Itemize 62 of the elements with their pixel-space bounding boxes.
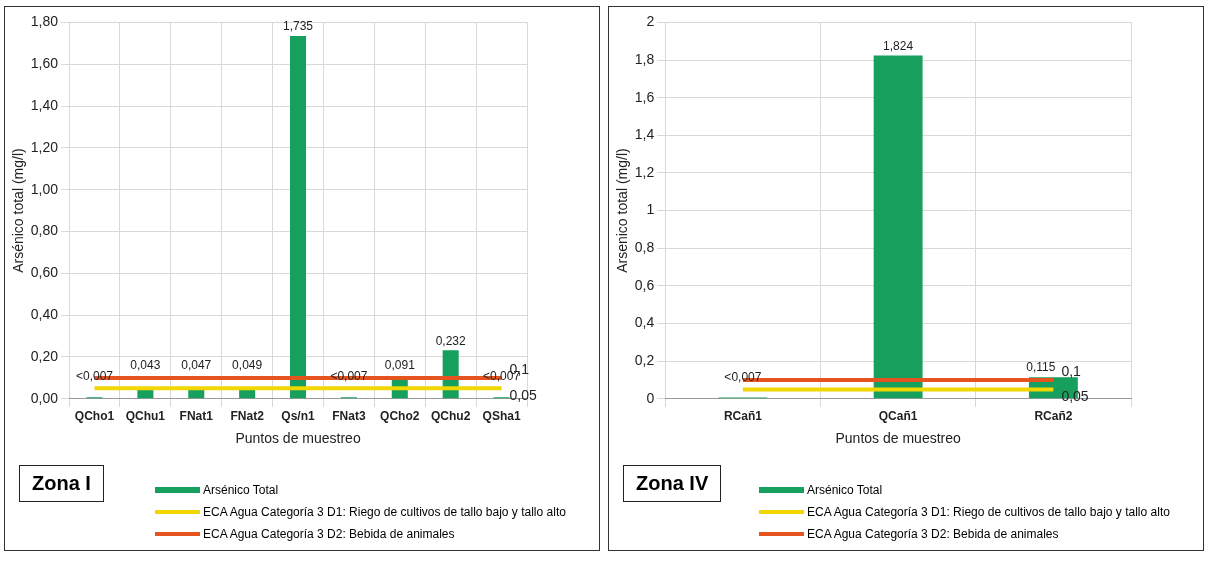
x-tick-label: QSha1 [482,409,521,424]
y-tick-label: 0,6 [634,276,655,293]
data-label: 0,091 [384,358,416,373]
x-tick-label: RCañ1 [723,409,763,424]
y-tick-label: 2 [646,13,655,30]
y-tick-label: 1,6 [634,88,655,105]
y-tick-label: 1,20 [30,138,59,155]
y-axis-title: Arsénico total (mg/l) [10,148,27,273]
x-tick-label: FNat1 [179,409,214,424]
legend-label: ECA Agua Categoría 3 D1: Riego de cultivos de tallo bajo y tallo alto [807,505,1170,519]
y-tick-label: 1,2 [634,163,655,180]
y-tick-label: 1,80 [30,13,59,30]
y-tick-label: 1,8 [634,50,655,67]
x-tick-label: FNat3 [332,409,366,424]
y-tick-label: 0,20 [30,347,59,364]
data-label: 0,232 [435,333,467,348]
legend-label: ECA Agua Categoría 3 D1: Riego de cultivos de tallo bajo y tallo alto [203,505,566,519]
data-label: 0,047 [181,358,212,373]
text: Zona IV [623,465,722,502]
data-label: 1,824 [883,38,914,53]
bar [873,55,923,399]
bar [290,35,307,399]
legend-label: ECA Agua Categoría 3 D2: Bebida de animales [807,527,1059,541]
y-tick-label: 1,40 [30,96,59,113]
y-tick-label: 0,2 [634,352,655,369]
x-tick-label: QChu1 [125,409,166,424]
x-tick-label: QChu2 [431,409,471,424]
x-tick-label: FNat2 [230,409,265,424]
legend-label: Arsénico Total [203,483,279,497]
y-tick-label: 0,80 [30,222,59,239]
data-label: <0,007 [724,369,762,384]
x-tick-label: QCañ1 [878,409,918,424]
y-tick-label: 0,00 [30,389,59,406]
data-label: <0,007 [75,368,114,383]
y-tick-label: 1,60 [30,55,59,72]
data-label: 0,05 [1061,388,1089,405]
x-tick-label: QCho2 [380,409,420,424]
data-label: 0,049 [232,358,263,373]
data-label: <0,007 [330,368,368,383]
x-tick-label: Qs/n1 [281,409,316,424]
x-tick-label: QCho1 [74,409,115,424]
y-tick-label: 0,40 [30,306,59,323]
y-tick-label: 0,60 [30,264,59,281]
data-label: 0,115 [1026,360,1056,375]
data-label: 0,043 [130,358,161,373]
y-axis-title: Arsenico total (mg/l) [614,148,631,273]
y-tick-label: 1 [646,201,655,218]
legend-label: ECA Agua Categoría 3 D2: Bebida de animales [203,527,455,541]
y-tick-label: 1,4 [634,126,655,143]
y-tick-label: 0,8 [634,239,655,256]
bar [137,389,154,399]
legend-label: Arsénico Total [807,483,883,497]
x-tick-label: RCañ2 [1034,409,1073,424]
data-label: 1,735 [283,19,314,34]
data-label: 0,05 [509,387,538,404]
text: Zona I [19,465,104,502]
y-tick-label: 0 [646,389,655,406]
x-axis-title: Puntos de muestreo [235,430,361,447]
data-label: 0,1 [1061,362,1082,379]
y-tick-label: 0,4 [634,314,655,331]
x-axis-title: Puntos de muestreo [835,430,961,447]
y-tick-label: 1,00 [30,180,59,197]
